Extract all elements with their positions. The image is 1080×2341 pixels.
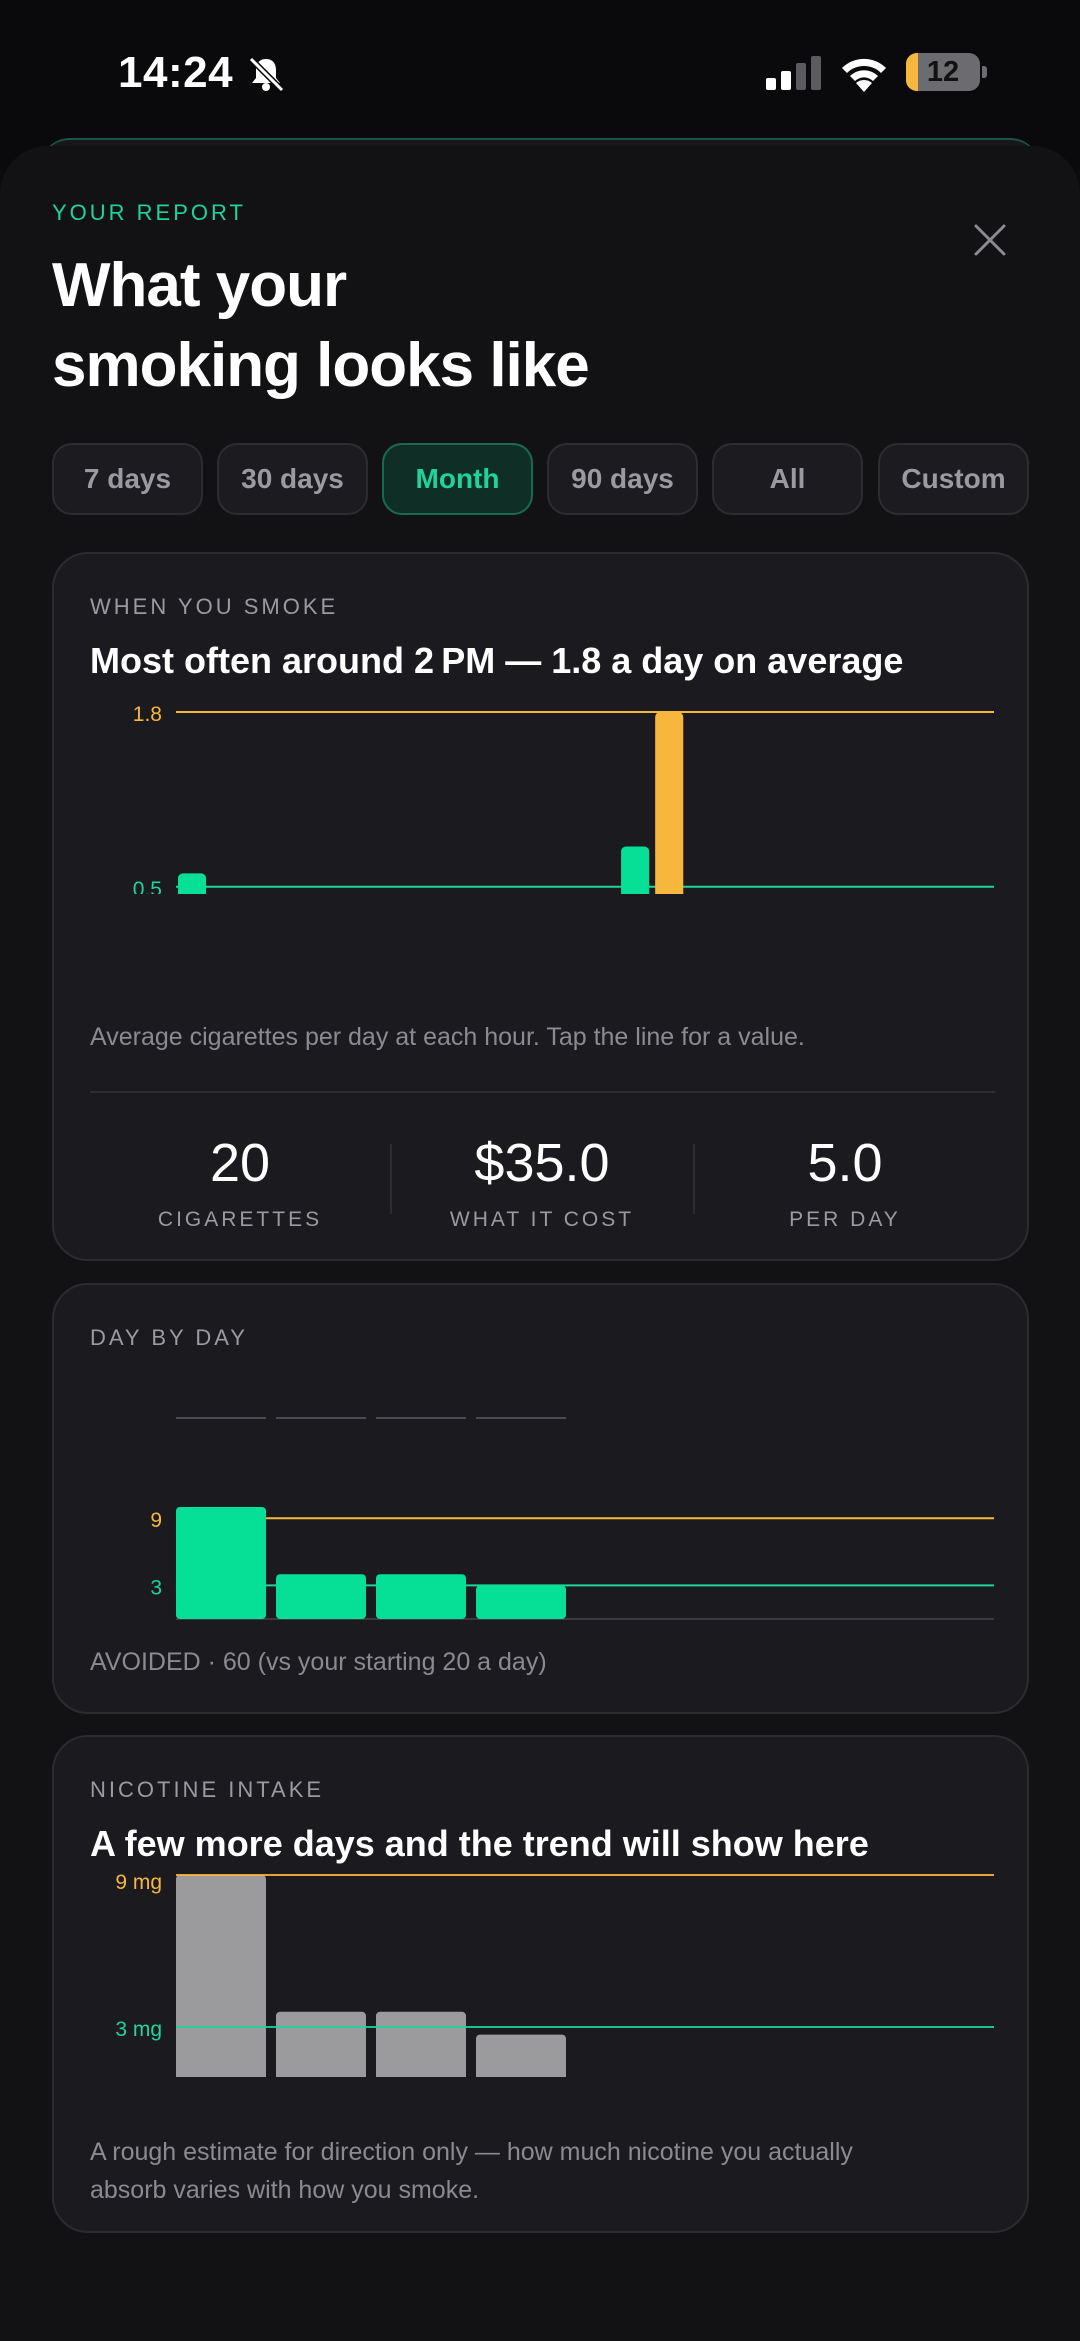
cellular-signal-icon [766, 56, 821, 90]
y-axis-label: 3 [150, 1576, 162, 1599]
stat-cigarettes: 20 CIGARETTES [90, 1132, 390, 1232]
nicotine-chart[interactable]: 9 mg 3 mg [54, 1737, 1031, 2077]
divider [90, 1091, 995, 1093]
card-caption: A rough estimate for direction only — ho… [90, 2138, 853, 2204]
when-you-smoke-card: WHEN YOU SMOKE Most often around 2 PM — … [52, 552, 1029, 1261]
y-axis-label: 0.5 [133, 878, 162, 894]
close-icon[interactable] [970, 220, 1010, 260]
battery-icon: 12 [906, 53, 987, 91]
stat-label: CIGARETTES [157, 1208, 323, 1231]
range-chip-30-days[interactable]: 30 days [217, 443, 368, 515]
range-chip-custom[interactable]: Custom [878, 443, 1029, 515]
range-chip-month[interactable]: Month [382, 443, 533, 515]
day-bar [176, 1507, 266, 1619]
nicotine-bar [276, 2011, 366, 2077]
stat-value: 5.0 [807, 1133, 883, 1193]
card-headline: A few more days and the trend will show … [90, 1823, 869, 1864]
status-time: 14:24 [118, 48, 234, 97]
stat-cost: $35.0 WHAT IT COST [392, 1132, 692, 1232]
stat-label: WHAT IT COST [449, 1208, 635, 1231]
status-bar: 14:24 12 [0, 0, 1080, 140]
hourly-chart[interactable]: 1.80.512 AM6 AM12 PM6 PM11 PM [54, 554, 1031, 894]
range-chip-90-days[interactable]: 90 days [547, 443, 698, 515]
stat-label: PER DAY [789, 1208, 901, 1231]
nicotine-bar [476, 2034, 566, 2077]
report-eyebrow: YOUR REPORT [52, 200, 246, 225]
card-label: DAY BY DAY [90, 1325, 248, 1350]
card-label: NICOTINE INTAKE [90, 1777, 325, 1802]
y-axis-label: 1.8 [133, 703, 162, 726]
stat-value: 20 [209, 1133, 271, 1193]
stat-value: $35.0 [474, 1133, 610, 1193]
hour-bar [178, 873, 207, 894]
wifi-icon [842, 58, 886, 92]
stat-separator [693, 1144, 695, 1214]
nicotine-bar [376, 2011, 466, 2077]
y-axis-label: 9 [150, 1509, 162, 1532]
y-axis-label: 9 mg [115, 1871, 162, 1894]
card-caption: AVOIDED · 60 (vs your starting 20 a day) [90, 1648, 547, 1676]
hour-bar [655, 712, 684, 894]
day-bar [276, 1574, 366, 1619]
day-bar [476, 1585, 566, 1619]
nicotine-bar [176, 1875, 266, 2077]
range-chip-all[interactable]: All [712, 443, 863, 515]
range-chip-7-days[interactable]: 7 days [52, 443, 203, 515]
bell-slash-icon [248, 56, 285, 93]
stat-per-day: 5.0 PER DAY [695, 1132, 995, 1232]
hour-bar [621, 846, 650, 894]
nicotine-intake-card: NICOTINE INTAKE A few more days and the … [52, 1735, 1029, 2233]
y-axis-label: 3 mg [115, 2018, 162, 2041]
range-selector: 7 days 30 days Month 90 days All Custom [52, 443, 1030, 515]
card-caption: Average cigarettes per day at each hour.… [90, 1023, 805, 1051]
card-label: WHEN YOU SMOKE [90, 594, 339, 619]
daily-chart[interactable]: 93 [54, 1285, 1031, 1625]
day-bar [376, 1574, 466, 1619]
page-title: What your smoking looks like [52, 251, 590, 400]
card-headline: Most often around 2 PM — 1.8 a day on av… [90, 640, 904, 681]
stat-separator [390, 1144, 392, 1214]
